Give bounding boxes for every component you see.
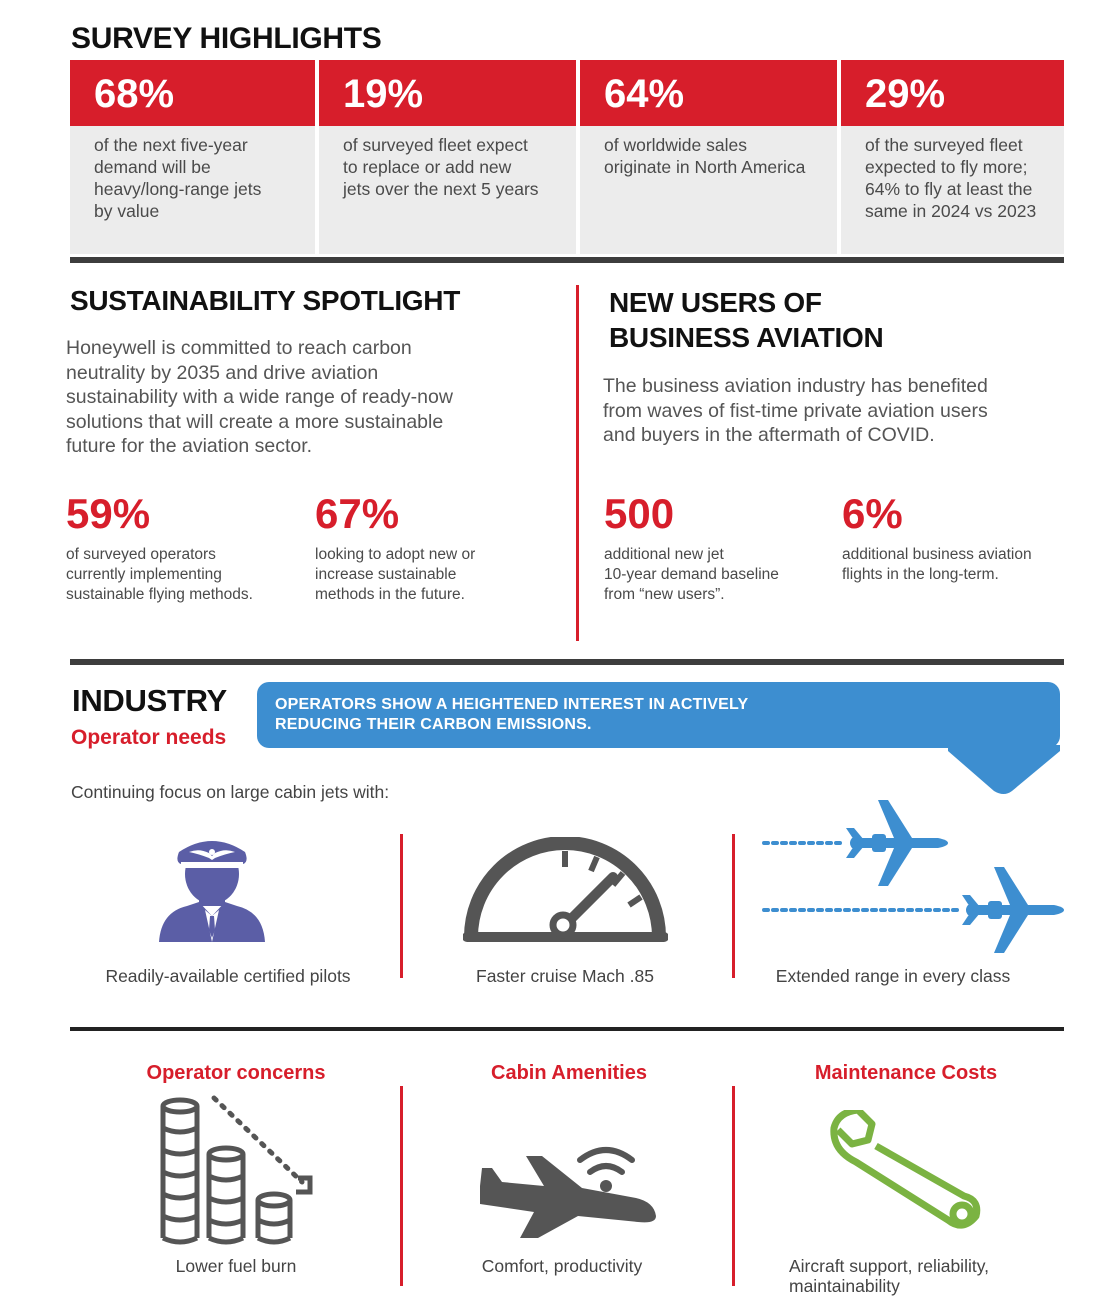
survey-card-1: 68% of the next five-year demand will be… (70, 60, 315, 254)
survey-card-value: 68% (70, 60, 315, 126)
stat-line: additional business aviation (842, 546, 1032, 563)
section-divider (70, 1027, 1064, 1031)
stat-text: additional business aviation flights in … (842, 545, 1032, 585)
caption-line: Aircraft support, reliability, (789, 1256, 990, 1276)
focus-text: Continuing focus on large cabin jets wit… (71, 782, 390, 802)
stat-line: methods in the future. (315, 586, 465, 603)
survey-card-text: heavy/long-range jets (94, 179, 262, 199)
caption-line: maintainability (789, 1276, 900, 1296)
paragraph-line: future for the aviation sector. (66, 435, 313, 457)
need-caption: Extended range in every class (775, 966, 1011, 986)
survey-card-text: of the surveyed fleet (865, 135, 1023, 155)
need-caption: Readily-available certified pilots (105, 966, 351, 986)
survey-card-text: originate in North America (604, 157, 806, 177)
section-divider (70, 659, 1064, 665)
paragraph-line: neutrality by 2035 and drive aviation (66, 361, 379, 384)
paragraph-line: The business aviation industry has benef… (603, 375, 988, 397)
industry-subtitle: Operator needs (71, 726, 227, 749)
stat-value: 67% (315, 490, 400, 537)
survey-card-value: 64% (580, 60, 837, 126)
concern-title: Cabin Amenities (491, 1062, 647, 1084)
pilot-icon (159, 841, 265, 942)
concern-title: Maintenance Costs (814, 1062, 998, 1084)
survey-card-text: of surveyed fleet expect (343, 135, 528, 155)
stat-line: currently implementing (66, 566, 222, 583)
stat-text: looking to adopt new or increase sustain… (315, 545, 475, 605)
survey-card-2: 19% of surveyed fleet expect to replace … (319, 60, 576, 254)
callout-tail (948, 745, 1060, 794)
stat-line: flights in the long-term. (842, 566, 999, 583)
new-users-title: NEW USERS OF BUSINESS AVIATION (609, 285, 884, 355)
stat-line: sustainable flying methods. (66, 586, 253, 603)
survey-card-value: 29% (841, 60, 1064, 126)
column-divider (576, 285, 579, 641)
survey-title: SURVEY HIGHLIGHTS (71, 22, 382, 55)
survey-card-text: jets over the next 5 years (343, 179, 539, 199)
survey-card-text: same in 2024 vs 2023 (865, 201, 1037, 221)
stat-value: 59% (66, 490, 151, 537)
stat-value: 500 (604, 490, 675, 537)
survey-card-text: expected to fly more; (865, 157, 1028, 177)
sustainability-title: SUSTAINABILITY SPOTLIGHT (70, 285, 460, 316)
stat-line: 10-year demand baseline (604, 566, 779, 583)
survey-card-4: 29% of the surveyed fleet expected to fl… (841, 60, 1064, 254)
stat-line: of surveyed operators (66, 546, 216, 563)
concern-caption: Aircraft support, reliability, maintaina… (789, 1256, 989, 1296)
stat-line: from “new users”. (604, 586, 725, 603)
stat-value: 6% (842, 490, 903, 537)
survey-card-text: 64% to fly at least the (865, 179, 1033, 199)
airplanes-icon (762, 800, 1064, 953)
column-divider (732, 834, 735, 978)
column-divider (732, 1086, 735, 1286)
survey-card-3: 64% of worldwide sales originate in Nort… (580, 60, 837, 254)
paragraph-line: and buyers in the aftermath of COVID. (603, 424, 935, 446)
title-line: NEW USERS OF (609, 287, 822, 318)
fuel-coins-icon (160, 1095, 313, 1245)
callout-banner: OPERATORS SHOW A HEIGHTENED INTEREST IN … (257, 682, 1060, 748)
stat-text: of surveyed operators currently implemen… (66, 545, 253, 605)
survey-card-text: demand will be (94, 157, 211, 177)
survey-card-text: of worldwide sales (604, 135, 747, 155)
survey-card-text: to replace or add new (343, 157, 512, 177)
callout-line: OPERATORS SHOW A HEIGHTENED INTEREST IN … (275, 696, 749, 713)
survey-card-text: of the next five-year (94, 135, 248, 155)
plane-wifi-icon (480, 1147, 656, 1238)
column-divider (400, 834, 403, 978)
concern-title: Operator concerns (146, 1062, 326, 1084)
paragraph-line: solutions that will create a more sustai… (66, 410, 444, 433)
column-divider (400, 1086, 403, 1286)
need-caption: Faster cruise Mach .85 (476, 966, 654, 986)
new-users-paragraph: The business aviation industry has benef… (603, 374, 988, 448)
stat-line: additional new jet (604, 546, 724, 563)
paragraph-line: Honeywell is committed to reach carbon (66, 337, 412, 359)
industry-title: INDUSTRY (72, 683, 227, 718)
survey-card-value: 19% (319, 60, 576, 126)
paragraph-line: sustainability with a wide range of read… (66, 386, 453, 408)
survey-card-text: by value (94, 201, 160, 221)
sustainability-paragraph: Honeywell is committed to reach carbon n… (66, 336, 453, 459)
speedometer-icon (463, 837, 668, 942)
paragraph-line: from waves of fist-time private aviation… (603, 399, 988, 422)
stat-text: additional new jet 10-year demand baseli… (604, 545, 779, 605)
section-divider (70, 257, 1064, 263)
stat-line: increase sustainable (315, 566, 457, 583)
concern-caption: Lower fuel burn (175, 1256, 297, 1276)
concern-caption: Comfort, productivity (481, 1256, 643, 1276)
wrench-icon (830, 1110, 981, 1229)
stat-line: looking to adopt new or (315, 546, 476, 563)
callout-line: REDUCING THEIR CARBON EMISSIONS. (275, 716, 592, 733)
title-line: BUSINESS AVIATION (609, 322, 884, 353)
